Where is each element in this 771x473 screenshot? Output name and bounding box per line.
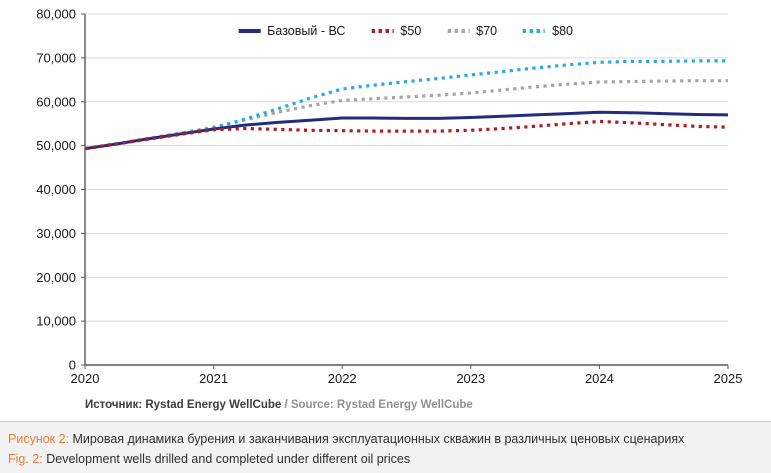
legend-item-80: $80 bbox=[523, 24, 573, 38]
legend-swatch-80 bbox=[523, 29, 546, 33]
legend-swatch-base bbox=[238, 29, 261, 33]
svg-text:20,000: 20,000 bbox=[36, 270, 76, 285]
chart-legend: Базовый - ВС $50 $70 $80 bbox=[238, 24, 573, 38]
svg-text:10,000: 10,000 bbox=[36, 314, 76, 329]
caption-en-prefix: Fig. 2: bbox=[8, 452, 43, 466]
svg-text:30,000: 30,000 bbox=[36, 226, 76, 241]
svg-text:60,000: 60,000 bbox=[36, 94, 76, 109]
svg-text:40,000: 40,000 bbox=[36, 182, 76, 197]
source-note-ru: Источник: Rystad Energy WellCube bbox=[85, 399, 282, 411]
chart-area: 0 10,000 20,000 30,000 40,000 50,000 60,000 70,… bbox=[36, 6, 743, 411]
caption-ru-text: Мировая динамика бурения и заканчивания … bbox=[69, 432, 685, 446]
chart-canvas: 0 10,000 20,000 30,000 40,000 50,000 60,000 70,… bbox=[36, 7, 743, 387]
svg-text:2023: 2023 bbox=[456, 371, 485, 386]
source-note-en: / Source: Rystad Energy WellCube bbox=[281, 399, 473, 411]
legend-swatch-70 bbox=[447, 29, 470, 33]
caption-en-text: Development wells drilled and completed … bbox=[42, 452, 411, 466]
legend-label: Базовый - ВС bbox=[267, 24, 346, 38]
legend-label: $80 bbox=[552, 24, 573, 38]
legend-item-base: Базовый - ВС bbox=[238, 24, 345, 38]
legend-item-70: $70 bbox=[447, 24, 497, 38]
source-note: Источник: Rystad Energy WellCube / Sourc… bbox=[85, 399, 473, 411]
svg-text:2022: 2022 bbox=[328, 371, 357, 386]
svg-text:2021: 2021 bbox=[199, 371, 228, 386]
legend-swatch-50 bbox=[371, 29, 394, 33]
svg-text:80,000: 80,000 bbox=[36, 7, 76, 22]
caption-en: Fig. 2: Development wells drilled and co… bbox=[8, 449, 761, 469]
svg-text:2024: 2024 bbox=[585, 371, 614, 386]
figure-caption: Рисунок 2: Мировая динамика бурения и за… bbox=[0, 421, 771, 473]
svg-text:2025: 2025 bbox=[714, 371, 743, 386]
svg-text:50,000: 50,000 bbox=[36, 138, 76, 153]
caption-ru-prefix: Рисунок 2: bbox=[8, 432, 70, 446]
legend-label: $70 bbox=[476, 24, 498, 38]
legend-label: $50 bbox=[400, 24, 422, 38]
legend-item-50: $50 bbox=[371, 24, 421, 38]
svg-text:2020: 2020 bbox=[71, 371, 100, 386]
svg-text:70,000: 70,000 bbox=[36, 50, 76, 65]
svg-text:0: 0 bbox=[69, 358, 76, 373]
caption-ru: Рисунок 2: Мировая динамика бурения и за… bbox=[8, 429, 761, 449]
